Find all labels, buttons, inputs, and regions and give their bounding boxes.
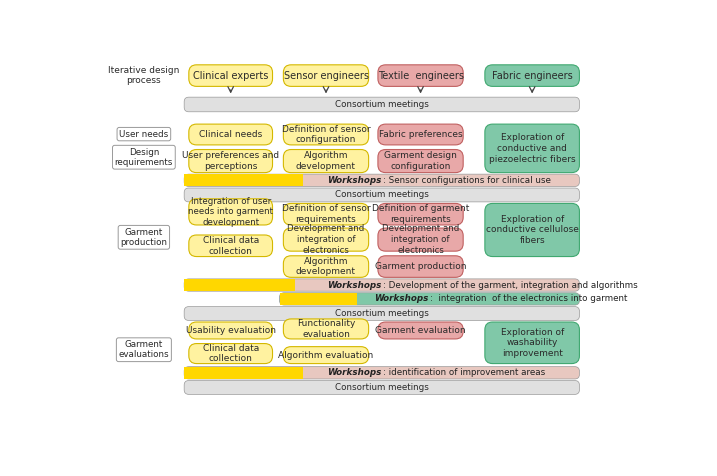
Text: Development and
integration of
electronics: Development and integration of electroni… — [288, 224, 365, 255]
Text: Exploration of
washability
improvement: Exploration of washability improvement — [500, 327, 564, 358]
Text: Garment
evaluations: Garment evaluations — [118, 340, 169, 359]
FancyBboxPatch shape — [378, 322, 463, 339]
Text: :  integration  of the electronics into garment: : integration of the electronics into ga… — [430, 294, 627, 303]
FancyBboxPatch shape — [184, 279, 579, 291]
Text: Consortium meetings: Consortium meetings — [335, 100, 429, 109]
Text: Design
requirements: Design requirements — [115, 148, 173, 167]
FancyBboxPatch shape — [378, 124, 463, 145]
Text: Fabric preferences: Fabric preferences — [379, 130, 462, 139]
FancyBboxPatch shape — [378, 228, 463, 251]
FancyBboxPatch shape — [378, 203, 463, 225]
Text: Clinical data
collection: Clinical data collection — [202, 344, 259, 364]
Text: User needs: User needs — [119, 129, 168, 139]
FancyBboxPatch shape — [184, 97, 579, 112]
Text: Garment production: Garment production — [375, 262, 466, 271]
FancyBboxPatch shape — [184, 380, 579, 395]
Text: Iterative design
process: Iterative design process — [108, 66, 179, 85]
FancyBboxPatch shape — [378, 256, 463, 278]
FancyBboxPatch shape — [283, 203, 369, 225]
FancyBboxPatch shape — [378, 65, 463, 86]
Text: Clinical needs: Clinical needs — [199, 130, 262, 139]
FancyBboxPatch shape — [189, 149, 272, 173]
FancyBboxPatch shape — [189, 235, 272, 257]
Text: Algorithm evaluation: Algorithm evaluation — [278, 351, 374, 359]
Text: Usability evaluation: Usability evaluation — [186, 326, 275, 335]
FancyBboxPatch shape — [283, 347, 369, 364]
Text: Textile  engineers: Textile engineers — [378, 70, 464, 80]
Text: Algorithm
development: Algorithm development — [296, 257, 356, 277]
FancyBboxPatch shape — [184, 188, 579, 202]
FancyBboxPatch shape — [189, 344, 272, 364]
Text: : identification of improvement areas: : identification of improvement areas — [383, 368, 545, 377]
Text: Clinical experts: Clinical experts — [193, 70, 268, 80]
FancyBboxPatch shape — [184, 307, 579, 320]
FancyBboxPatch shape — [189, 322, 272, 339]
Text: Consortium meetings: Consortium meetings — [335, 190, 429, 199]
Text: : Sensor configurations for clinical use: : Sensor configurations for clinical use — [383, 176, 551, 185]
FancyBboxPatch shape — [283, 124, 369, 145]
FancyBboxPatch shape — [485, 203, 579, 257]
Text: Garment design
configuration: Garment design configuration — [384, 151, 457, 171]
Text: Workshops: Workshops — [327, 368, 381, 377]
FancyBboxPatch shape — [283, 319, 369, 339]
Text: Garment evaluation: Garment evaluation — [375, 326, 466, 335]
Text: Exploration of
conductive cellulose
fibers: Exploration of conductive cellulose fibe… — [485, 215, 579, 245]
Bar — [280, 293, 358, 305]
Text: Garment
production: Garment production — [120, 228, 167, 247]
FancyBboxPatch shape — [485, 124, 579, 173]
Text: Definition of sensor
requirements: Definition of sensor requirements — [282, 204, 370, 224]
Text: Consortium meetings: Consortium meetings — [335, 309, 429, 318]
Text: Definition of sensor
configuration: Definition of sensor configuration — [282, 125, 370, 144]
FancyBboxPatch shape — [189, 124, 272, 145]
FancyBboxPatch shape — [184, 174, 579, 187]
Text: Workshops: Workshops — [327, 176, 381, 185]
Text: Workshops: Workshops — [374, 294, 429, 303]
Text: Algorithm
development: Algorithm development — [296, 151, 356, 171]
FancyBboxPatch shape — [485, 65, 579, 86]
Text: Sensor engineers: Sensor engineers — [283, 70, 369, 80]
Text: Development and
integration of
electronics: Development and integration of electroni… — [382, 224, 459, 255]
Text: Functionality
evaluation: Functionality evaluation — [297, 319, 355, 339]
Text: Clinical data
collection: Clinical data collection — [202, 236, 259, 256]
FancyBboxPatch shape — [283, 256, 369, 278]
Text: Workshops: Workshops — [327, 280, 381, 289]
FancyBboxPatch shape — [485, 322, 579, 364]
Text: Consortium meetings: Consortium meetings — [335, 383, 429, 392]
FancyBboxPatch shape — [184, 367, 579, 379]
Text: Exploration of
conductive and
piezoelectric fibers: Exploration of conductive and piezoelect… — [489, 133, 576, 164]
Text: User preferences and
perceptions: User preferences and perceptions — [182, 151, 279, 171]
FancyBboxPatch shape — [283, 65, 369, 86]
FancyBboxPatch shape — [280, 293, 579, 305]
FancyBboxPatch shape — [283, 149, 369, 173]
Bar — [184, 279, 295, 291]
FancyBboxPatch shape — [283, 228, 369, 251]
Bar — [184, 174, 303, 187]
FancyBboxPatch shape — [189, 65, 272, 86]
Text: Definition of garment
requirements: Definition of garment requirements — [372, 204, 469, 224]
FancyBboxPatch shape — [378, 149, 463, 173]
Text: Integration of user
needs into garment
development: Integration of user needs into garment d… — [188, 197, 273, 227]
Text: Fabric engineers: Fabric engineers — [492, 70, 573, 80]
Text: : Development of the garment, integration and algorithms: : Development of the garment, integratio… — [383, 280, 637, 289]
FancyBboxPatch shape — [189, 199, 272, 225]
Bar — [184, 367, 303, 379]
